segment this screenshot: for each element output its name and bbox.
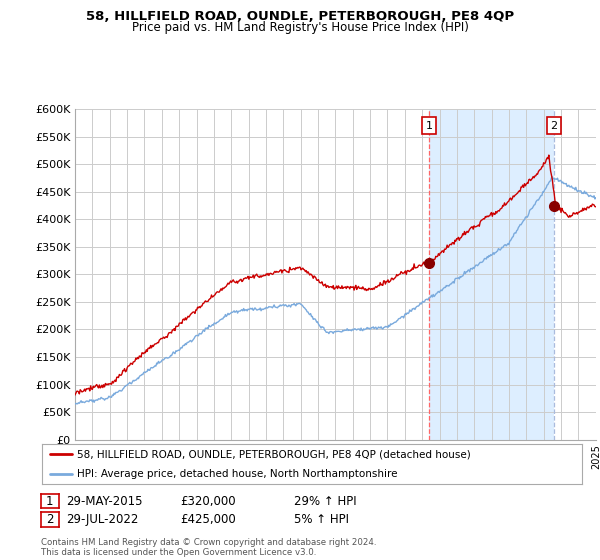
Text: Price paid vs. HM Land Registry's House Price Index (HPI): Price paid vs. HM Land Registry's House … xyxy=(131,21,469,34)
Text: 29-MAY-2015: 29-MAY-2015 xyxy=(66,494,143,508)
Text: £320,000: £320,000 xyxy=(180,494,236,508)
Text: 58, HILLFIELD ROAD, OUNDLE, PETERBOROUGH, PE8 4QP (detached house): 58, HILLFIELD ROAD, OUNDLE, PETERBOROUGH… xyxy=(77,449,471,459)
Text: 29-JUL-2022: 29-JUL-2022 xyxy=(66,513,139,526)
Text: 58, HILLFIELD ROAD, OUNDLE, PETERBOROUGH, PE8 4QP: 58, HILLFIELD ROAD, OUNDLE, PETERBOROUGH… xyxy=(86,10,514,23)
Text: £425,000: £425,000 xyxy=(180,513,236,526)
Text: 1: 1 xyxy=(46,494,53,508)
Text: 29% ↑ HPI: 29% ↑ HPI xyxy=(294,494,356,508)
Text: 1: 1 xyxy=(425,121,433,130)
Text: HPI: Average price, detached house, North Northamptonshire: HPI: Average price, detached house, Nort… xyxy=(77,469,398,479)
Text: 5% ↑ HPI: 5% ↑ HPI xyxy=(294,513,349,526)
Text: 2: 2 xyxy=(550,121,557,130)
Bar xyxy=(429,109,554,440)
Text: 2: 2 xyxy=(46,513,53,526)
Text: Contains HM Land Registry data © Crown copyright and database right 2024.
This d: Contains HM Land Registry data © Crown c… xyxy=(41,538,376,557)
